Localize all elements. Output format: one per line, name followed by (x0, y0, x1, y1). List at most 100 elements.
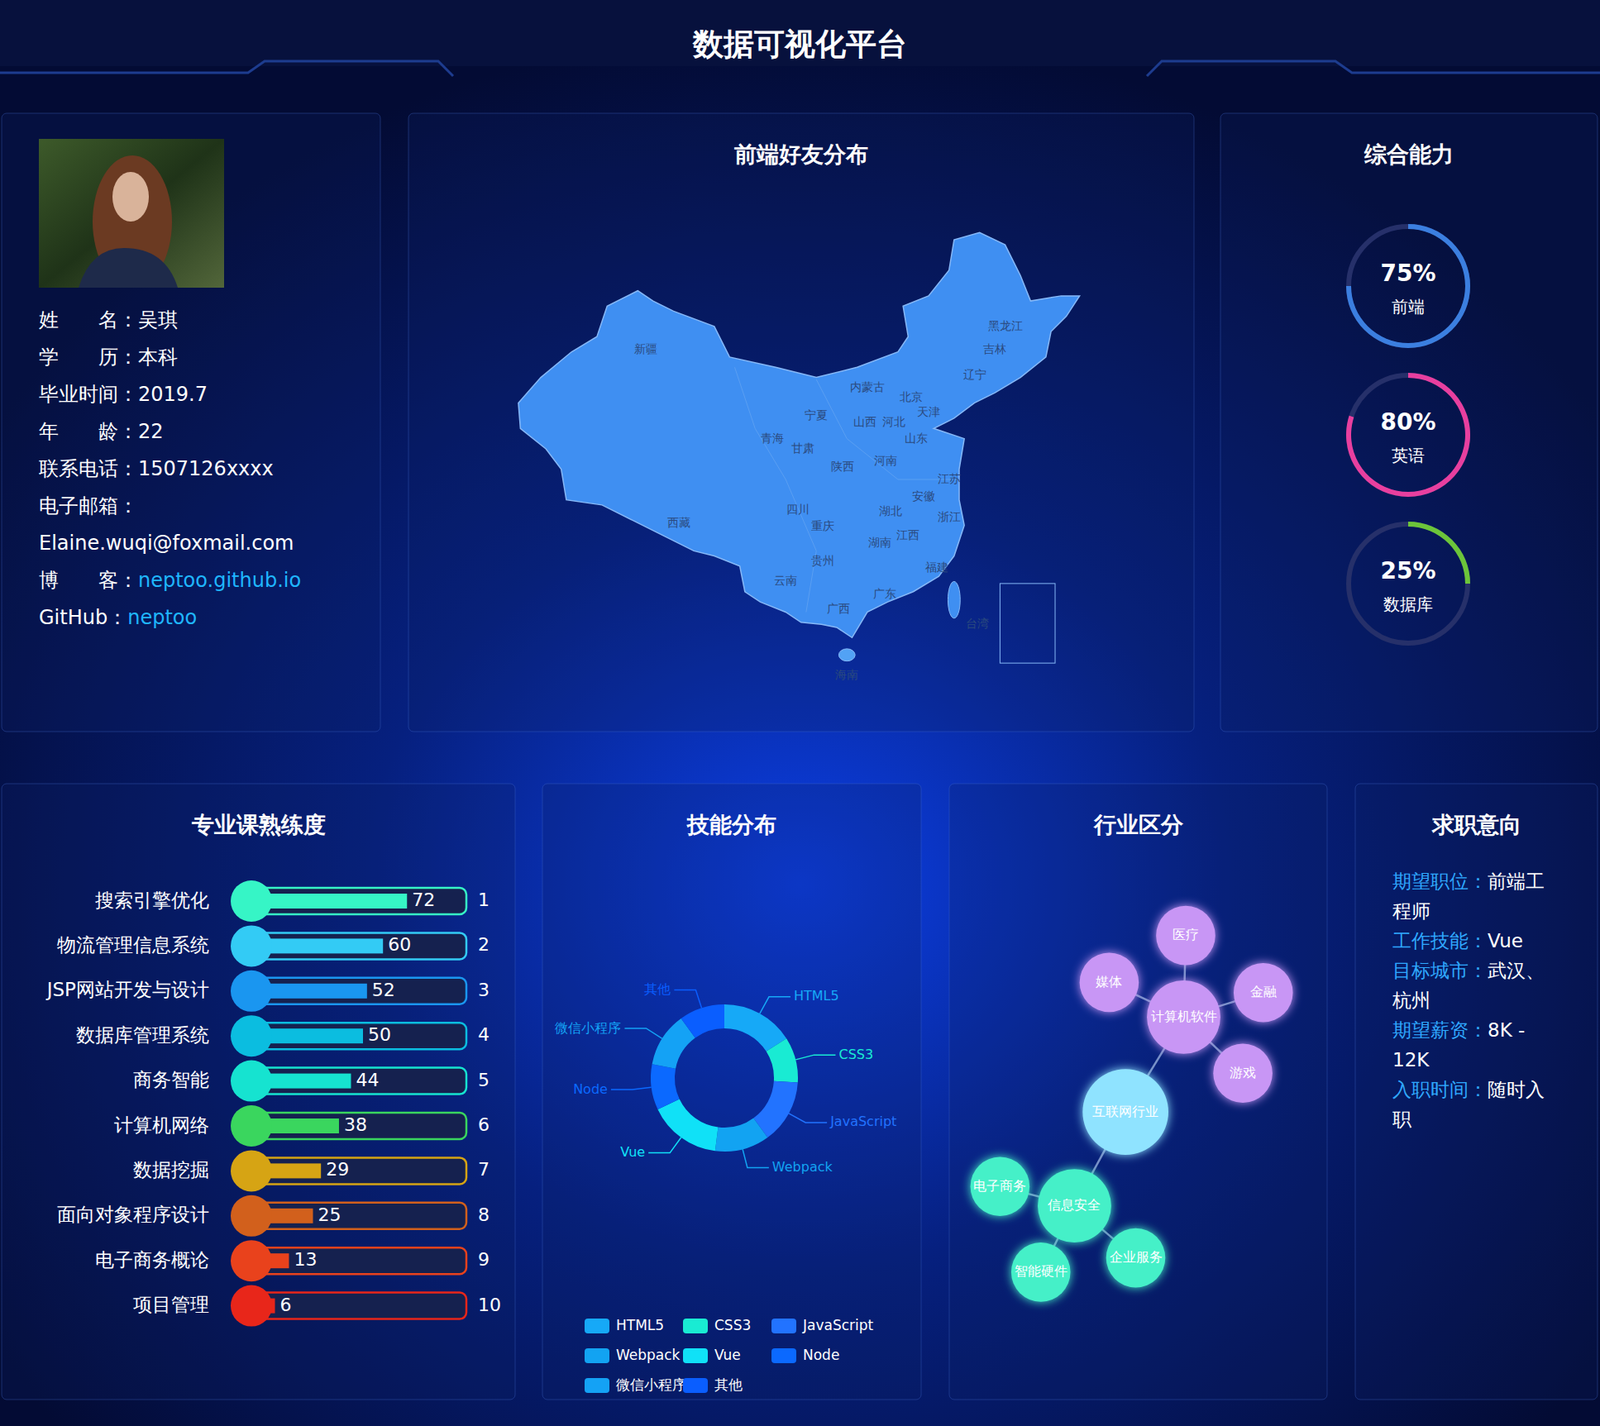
rank-label: 5 (477, 1069, 490, 1091)
bar-dot (230, 925, 273, 967)
slice (724, 1004, 787, 1052)
category-label: 计算机网络 (114, 1114, 210, 1137)
region-label: 湖北 (878, 504, 903, 518)
node-label: 信息安全 (1047, 1197, 1101, 1214)
profile-row: 姓 名：吴琪 (38, 308, 178, 332)
bar-dot (230, 1015, 273, 1057)
node-label: 媒体 (1095, 974, 1123, 990)
region-label: 黑龙江 (988, 319, 1023, 333)
slice (681, 1004, 725, 1038)
data-label: 29 (325, 1159, 349, 1180)
leader-line (788, 1113, 827, 1123)
panel (1, 783, 516, 1400)
node-label: 企业服务 (1109, 1249, 1163, 1266)
region-label: 宁夏 (804, 408, 828, 422)
region-label: 福建 (925, 560, 949, 574)
profile-label: 电子邮箱： (38, 494, 139, 518)
bar (262, 1074, 351, 1089)
slice-label: 其他 (644, 981, 671, 998)
panel (949, 783, 1328, 1400)
bar-frame (251, 932, 467, 960)
panel-title: 前端好友分布 (733, 141, 869, 168)
leader-line (795, 1055, 836, 1061)
rank-label: 6 (477, 1114, 490, 1136)
ring-label: 数据库 (1383, 594, 1433, 615)
category-label: 搜索引擎优化 (95, 889, 210, 912)
slice-label: Webpack (772, 1159, 834, 1175)
legend-label: Webpack (616, 1346, 681, 1364)
region-label: 安徽 (912, 489, 936, 503)
node (1106, 1228, 1166, 1289)
node-label: 电子商务 (973, 1178, 1027, 1195)
slice-label: JavaScript (829, 1113, 897, 1130)
legend-label: Node (802, 1346, 840, 1364)
panel-title: 综合能力 (1363, 141, 1454, 168)
legend-swatch (584, 1318, 610, 1334)
region-label: 天津 (917, 405, 941, 419)
legend-swatch (771, 1348, 797, 1364)
region-label: 湖南 (868, 535, 892, 550)
node (1233, 963, 1294, 1023)
data-label: 52 (372, 979, 396, 1001)
data-label: 72 (411, 889, 435, 911)
region-label: 台湾 (965, 616, 989, 631)
panel-title: 行业区分 (1093, 811, 1185, 838)
profile-label: GitHub： (38, 606, 128, 630)
job-row: 期望薪资：8K - 12K (1392, 1015, 1558, 1075)
profile-row: 学 历：本科 (38, 345, 178, 369)
profile-row: GitHub：neptoo (38, 606, 197, 630)
leader-line (611, 1087, 652, 1090)
map: 新疆西藏青海甘肃宁夏内蒙古黑龙江吉林辽宁北京天津河北山西山东河南陕西四川重庆湖北… (518, 232, 1080, 682)
bar (262, 1028, 363, 1044)
job-label: 入职时间： (1392, 1079, 1488, 1101)
legend-label: JavaScript (802, 1317, 875, 1334)
bar-frame (251, 888, 467, 915)
region-label: 西藏 (667, 515, 691, 530)
province-border (735, 367, 817, 612)
category-label: 商务智能 (133, 1069, 210, 1091)
bar (262, 983, 368, 999)
region-label: 山东 (904, 431, 928, 445)
legend-swatch (682, 1348, 708, 1364)
region-label: 江西 (896, 528, 920, 542)
bar-frame (251, 978, 467, 1005)
bar-dot (230, 1060, 273, 1103)
node (1037, 1169, 1112, 1243)
profile-label: 毕业时间： (38, 382, 139, 406)
page-title: 数据可视化平台 (692, 26, 908, 63)
category-label: 数据挖掘 (133, 1159, 210, 1181)
bar-frame (251, 1203, 467, 1230)
slice-label: HTML5 (793, 988, 840, 1004)
node-label: 智能硬件 (1014, 1263, 1068, 1280)
leader-line (673, 989, 702, 1008)
inset-box (999, 583, 1056, 664)
node (1079, 953, 1140, 1013)
data-label: 25 (318, 1204, 342, 1226)
node-label: 医疗 (1172, 926, 1199, 943)
profile-row: 年 龄：22 (38, 420, 164, 444)
island-hainan (838, 649, 855, 662)
node-label: 游戏 (1229, 1065, 1257, 1081)
bar-frame (251, 1293, 467, 1320)
profile-value: neptoo.github.io (138, 568, 301, 593)
rank-label: 10 (477, 1294, 502, 1316)
data-label: 50 (367, 1024, 392, 1046)
region-label: 新疆 (634, 342, 658, 356)
bar (262, 938, 383, 954)
bar-dot (230, 970, 273, 1013)
panel-title: 专业课熟练度 (191, 811, 326, 838)
photo-body (78, 248, 178, 288)
region-label: 海南 (835, 668, 859, 682)
legend-label: 其他 (714, 1376, 743, 1394)
region-label: 陕西 (831, 459, 855, 473)
data-label: 60 (387, 934, 411, 956)
profile-row: 联系电话：1507126xxxx (38, 457, 274, 481)
pie-chart: HTML5CSS3JavaScriptWebpackVueNode微信小程序其他 (554, 981, 897, 1175)
legend-label: HTML5 (616, 1317, 664, 1334)
region-label: 内蒙古 (850, 380, 885, 394)
rank-label: 2 (477, 934, 490, 956)
panel-title: 求职意向 (1431, 811, 1522, 838)
bar-chart: 搜索引擎优化1物流管理信息系统2JSP网站开发与设计3数据库管理系统4商务智能5… (45, 880, 502, 1328)
region-label: 吉林 (983, 342, 1007, 356)
legend: HTML5CSS3JavaScriptWebpackVueNode微信小程序其他 (584, 1317, 875, 1394)
